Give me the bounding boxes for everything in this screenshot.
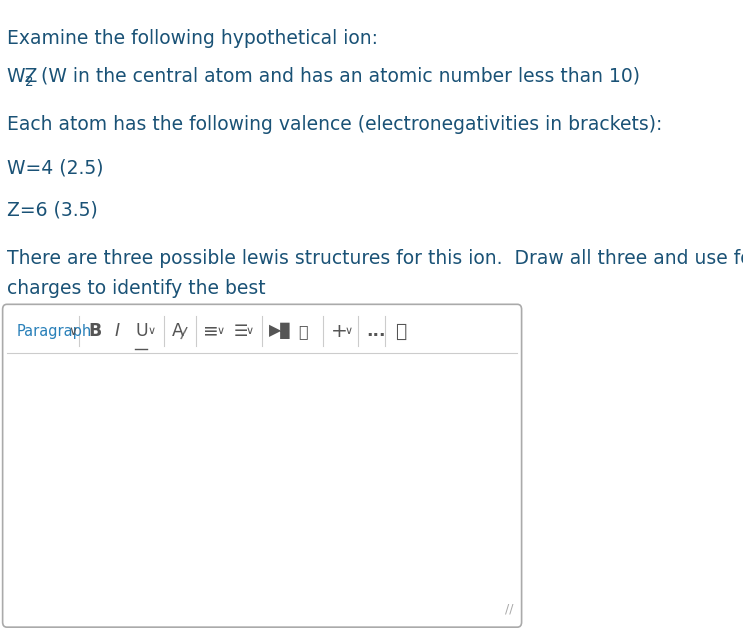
Text: ▶▊: ▶▊ bbox=[269, 323, 293, 339]
Text: ⛶: ⛶ bbox=[395, 322, 406, 341]
Text: I: I bbox=[114, 322, 120, 340]
Text: Paragraph: Paragraph bbox=[16, 323, 91, 339]
Text: 2: 2 bbox=[25, 75, 33, 89]
Text: Examine the following hypothetical ion:: Examine the following hypothetical ion: bbox=[7, 29, 377, 48]
Text: //: // bbox=[504, 603, 513, 616]
Text: (W in the central atom and has an atomic number less than 10): (W in the central atom and has an atomic… bbox=[30, 67, 640, 86]
Text: ≡: ≡ bbox=[204, 322, 219, 341]
Text: ∨: ∨ bbox=[68, 325, 78, 338]
Text: U: U bbox=[135, 322, 148, 340]
Text: ∨: ∨ bbox=[245, 326, 253, 336]
Text: B: B bbox=[88, 322, 101, 340]
Text: WZ: WZ bbox=[7, 67, 38, 86]
Text: +: + bbox=[331, 322, 348, 341]
Text: ☰: ☰ bbox=[233, 323, 247, 339]
Text: ⛓: ⛓ bbox=[298, 323, 308, 339]
Text: ∨: ∨ bbox=[216, 326, 224, 336]
Text: Each atom has the following valence (electronegativities in brackets):: Each atom has the following valence (ele… bbox=[7, 115, 662, 134]
Text: ∨: ∨ bbox=[147, 326, 155, 336]
Text: /: / bbox=[180, 327, 188, 342]
Text: There are three possible lewis structures for this ion.  Draw all three and use : There are three possible lewis structure… bbox=[7, 249, 743, 268]
Text: charges to identify the best: charges to identify the best bbox=[7, 279, 265, 298]
Text: A: A bbox=[172, 322, 184, 340]
Text: W=4 (2.5): W=4 (2.5) bbox=[7, 158, 103, 177]
Text: ∨: ∨ bbox=[345, 326, 352, 336]
Text: Z=6 (3.5): Z=6 (3.5) bbox=[7, 201, 97, 220]
FancyBboxPatch shape bbox=[3, 304, 522, 627]
Text: ...: ... bbox=[366, 322, 386, 340]
